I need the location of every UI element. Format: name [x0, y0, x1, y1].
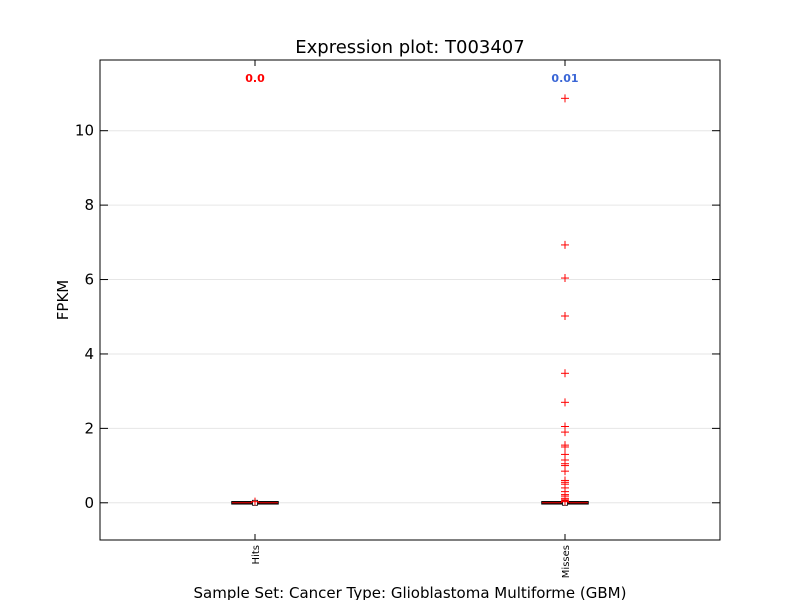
x-tick-label: Hits: [251, 545, 262, 564]
grid-layer: [100, 130, 720, 504]
y-tick-label: 10: [75, 122, 94, 140]
x-tick-label: Misses: [561, 545, 572, 578]
plot-frame: [99, 59, 721, 541]
x-axis-label: Sample Set: Cancer Type: Glioblastoma Mu…: [194, 584, 627, 600]
y-tick-label: 6: [84, 271, 94, 289]
marks-layer: 0.0 0.01: [231, 72, 589, 506]
median-annotation: 0.0: [245, 72, 265, 85]
chart-title: Expression plot: T003407: [295, 37, 524, 58]
y-tick-label: 2: [84, 419, 94, 437]
y-tick-label: 4: [84, 345, 94, 363]
median-annotation: 0.01: [551, 72, 578, 85]
y-tick-label: 8: [84, 196, 94, 214]
y-tick-label: 0: [84, 494, 94, 512]
y-axis-label: FPKM: [54, 280, 72, 320]
axis-layer: 0 2 4 6 8 10 Hits Misses: [75, 60, 720, 578]
